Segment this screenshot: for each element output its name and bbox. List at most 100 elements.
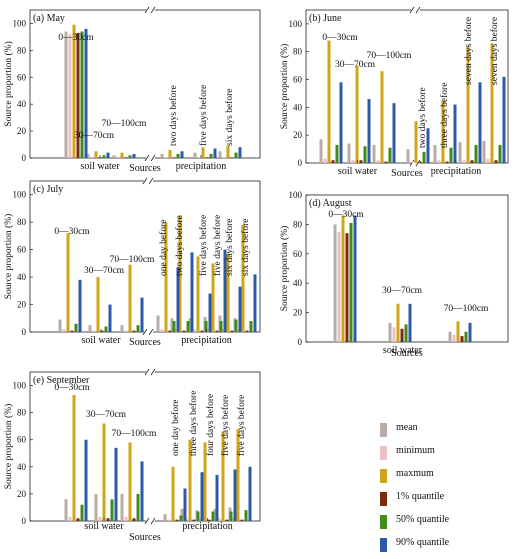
- bar: [426, 128, 430, 163]
- legend-item: 50% quantile: [352, 513, 514, 536]
- bar: [170, 318, 174, 332]
- bar: [233, 469, 237, 521]
- bar: [106, 518, 110, 521]
- bar: [437, 160, 441, 163]
- bar: [211, 263, 215, 332]
- bar: [414, 121, 418, 163]
- category-label: seven days before: [489, 17, 500, 85]
- bar: [140, 297, 144, 332]
- bar: [445, 161, 449, 163]
- bar: [453, 104, 457, 163]
- bar: [167, 519, 171, 521]
- bar: [223, 249, 227, 332]
- bar: [392, 103, 396, 163]
- bar: [197, 157, 201, 158]
- bar: [90, 156, 94, 158]
- bar: [418, 161, 422, 163]
- legend-item: 1% quantile: [352, 490, 514, 513]
- bar: [88, 325, 92, 332]
- legend-label: mean: [396, 422, 418, 433]
- axis-break-gap: [146, 7, 155, 13]
- bar: [470, 160, 474, 163]
- bar: [230, 330, 234, 332]
- bar: [230, 157, 234, 158]
- axis-break-gap: [146, 518, 155, 524]
- bar: [94, 493, 98, 521]
- bar: [406, 149, 410, 163]
- y-tick-label: 40: [17, 462, 27, 472]
- axis-break-mark: [150, 368, 156, 376]
- y-tick-label: 60: [17, 435, 27, 445]
- y-tick-label: 80: [17, 217, 27, 227]
- bar: [102, 155, 106, 158]
- y-tick-label: 100: [13, 381, 27, 391]
- bar: [188, 318, 192, 332]
- axis-break-mark: [409, 6, 415, 14]
- bar: [337, 231, 341, 342]
- bar: [462, 160, 466, 163]
- y-tick-label: 20: [293, 130, 303, 140]
- bar: [114, 447, 118, 521]
- bar: [183, 488, 187, 521]
- bar: [188, 439, 192, 521]
- bar: [120, 325, 124, 332]
- bar: [502, 76, 506, 163]
- legend-item: minimum: [352, 444, 514, 467]
- bar: [213, 508, 217, 521]
- panel-title: (c) July: [33, 184, 63, 195]
- category-label: two days before: [174, 215, 185, 276]
- bar: [58, 319, 62, 332]
- bar: [78, 279, 82, 332]
- bar: [341, 215, 345, 342]
- bar: [196, 511, 200, 521]
- y-tick-label: 80: [293, 219, 303, 229]
- panel-title: (e) September: [33, 375, 90, 386]
- bar: [168, 149, 172, 158]
- bar: [106, 152, 110, 158]
- axis-break-mark: [415, 6, 421, 14]
- bar: [221, 431, 225, 521]
- group-label: soil water: [80, 161, 120, 172]
- group-label: soil water: [81, 335, 121, 346]
- bar: [466, 46, 470, 163]
- bar: [124, 157, 128, 158]
- bar: [174, 329, 178, 332]
- bar: [76, 518, 80, 521]
- bar: [100, 330, 104, 332]
- bar: [124, 516, 128, 521]
- bar: [327, 40, 331, 163]
- bar: [333, 224, 337, 342]
- bar: [347, 143, 351, 163]
- axis-break-mark: [144, 368, 150, 376]
- y-tick-label: 60: [17, 245, 27, 255]
- bar: [163, 514, 167, 521]
- bar: [94, 151, 98, 158]
- group-label: precipitation: [182, 521, 233, 532]
- bar: [204, 321, 208, 332]
- bar: [207, 519, 211, 521]
- bar: [201, 147, 205, 158]
- category-label: five days before: [198, 85, 209, 146]
- bar: [456, 321, 460, 342]
- bar: [102, 423, 106, 521]
- bar: [408, 303, 412, 342]
- bar: [203, 442, 207, 521]
- bar: [104, 326, 108, 332]
- category-label: two days before: [168, 85, 179, 146]
- bar: [474, 144, 478, 163]
- bar: [108, 304, 112, 332]
- bar: [490, 43, 494, 163]
- bar: [249, 321, 253, 332]
- y-tick-label: 80: [17, 45, 27, 55]
- bar: [64, 31, 68, 158]
- group-label: soil water: [338, 166, 378, 177]
- bar: [226, 145, 230, 158]
- bar: [176, 153, 180, 158]
- bar: [245, 330, 249, 332]
- legend-label: maxmum: [396, 468, 434, 479]
- group-label: precipitation: [181, 335, 232, 346]
- category-label: 70—100cm: [367, 51, 412, 61]
- bar: [388, 147, 392, 163]
- bar: [68, 516, 72, 521]
- bar: [218, 151, 222, 158]
